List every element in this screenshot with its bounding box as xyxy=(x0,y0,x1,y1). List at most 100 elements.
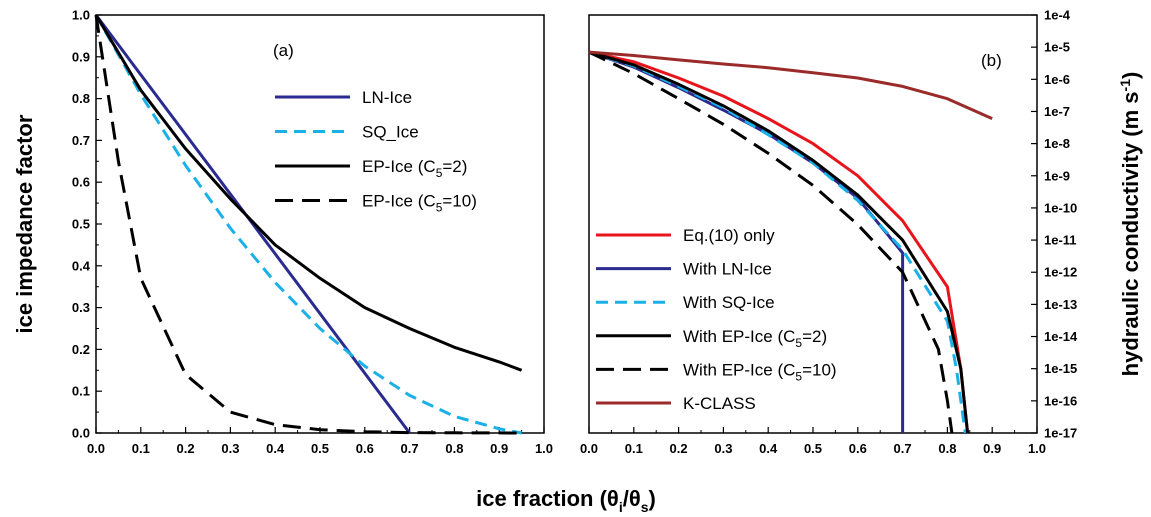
y-tick-label: 0.3 xyxy=(72,300,90,315)
x-tick-label: 0.4 xyxy=(759,441,778,456)
legend-label-tail: =2) xyxy=(442,157,467,176)
legend-label-main: With LN-Ice xyxy=(683,260,772,279)
y-tick-label: 0.8 xyxy=(72,91,90,106)
y-tick-label: 1e-9 xyxy=(1044,168,1070,183)
legend-label-tail: =10) xyxy=(802,360,837,379)
panel-b-ylabel-exponent: -1 xyxy=(1117,79,1133,92)
y-tick-label: 1e-10 xyxy=(1044,200,1077,215)
legend-label-subscript: 5 xyxy=(436,166,443,180)
legend-label-main: With EP-Ice (C xyxy=(683,360,795,379)
x-tick-label: 0.8 xyxy=(445,441,463,456)
series-line-k-class xyxy=(588,50,993,120)
y-tick-label: 0.4 xyxy=(72,258,91,273)
series-line-ep-ice-c5-10 xyxy=(94,14,522,435)
y-tick-label: 0.5 xyxy=(72,217,90,232)
series-line-with-ep-ice-c5-10 xyxy=(588,50,954,434)
x-tick-label: 0.1 xyxy=(132,441,150,456)
legend-label: With LN-Ice xyxy=(683,260,772,279)
panel-b: 0.0 0.1 0.2 0.3 0.4 0.5 0.6 0.7 0.8 0.9 1.0 1e-171… xyxy=(580,8,1143,457)
panel-a-series xyxy=(94,14,523,435)
x-tick-label: 1.0 xyxy=(1028,441,1046,456)
x-tick-label: 0.0 xyxy=(87,441,105,456)
x-tick-label: 0.6 xyxy=(849,441,867,456)
y-tick-label: 0.7 xyxy=(72,133,90,148)
y-tick-label: 1e-16 xyxy=(1044,393,1077,408)
panel-b-ylabel: hydraulic conductivity (m s-1) xyxy=(1117,72,1143,377)
x-tick-label: 0.8 xyxy=(938,441,956,456)
x-axis-title: ice fraction (θi/θs) xyxy=(476,486,656,515)
y-tick-label: 1e-8 xyxy=(1044,136,1070,151)
panel-b-y-ticks: 1e-17 1e-16 1e-15 1e-14 1e-13 1e-12 1e-11 1e-10… xyxy=(1031,8,1078,441)
series-line-ep-ice-c5-2 xyxy=(94,14,523,372)
series-line-sq-ice xyxy=(94,14,522,435)
y-tick-label: 0.6 xyxy=(72,175,90,190)
y-tick-label: 1e-15 xyxy=(1044,361,1077,376)
y-tick-label: 0.0 xyxy=(72,426,90,441)
legend-label-tail: =10) xyxy=(442,192,477,211)
series-line-eq-10-only xyxy=(588,50,970,434)
legend-label: With EP-Ice (C5=2) xyxy=(683,327,827,350)
legend-label-main: K-CLASS xyxy=(683,394,756,413)
legend-label-subscript: 5 xyxy=(795,369,802,383)
y-tick-label: 1e-11 xyxy=(1044,233,1077,248)
legend-label: EP-Ice (C5=10) xyxy=(362,192,477,215)
y-tick-label: 1e-14 xyxy=(1044,329,1078,344)
y-tick-label: 1e-5 xyxy=(1044,40,1070,55)
panel-b-series xyxy=(588,50,993,434)
y-tick-label: 1e-6 xyxy=(1044,72,1070,87)
series-line-with-sq-ice xyxy=(588,50,967,434)
y-tick-label: 1.0 xyxy=(72,8,90,23)
legend-label: Eq.(10) only xyxy=(683,226,775,245)
panel-a-label: (a) xyxy=(273,41,294,60)
legend-label: SQ_Ice xyxy=(362,123,419,142)
x-tick-label: 0.9 xyxy=(490,441,508,456)
x-tick-label: 0.4 xyxy=(266,441,285,456)
x-tick-label: 0.3 xyxy=(221,441,239,456)
legend-label-subscript: 5 xyxy=(795,336,802,350)
y-tick-label: 0.9 xyxy=(72,49,90,64)
panel-b-x-ticks: 0.0 0.1 0.2 0.3 0.4 0.5 0.6 0.7 0.8 0.9 1.0 xyxy=(580,427,1046,456)
x-tick-label: 0.1 xyxy=(625,441,643,456)
x-tick-label: 0.2 xyxy=(177,441,195,456)
y-tick-label: 0.2 xyxy=(72,342,90,357)
legend-label-main: SQ_Ice xyxy=(362,123,419,142)
x-tick-label: 0.3 xyxy=(714,441,732,456)
panel-a: 0.0 0.1 0.2 0.3 0.4 0.5 0.6 0.7 0.8 0.9 1.0 0.0 0.1… xyxy=(12,8,553,457)
legend-label-main: Eq.(10) only xyxy=(683,226,775,245)
legend-label-main: EP-Ice (C xyxy=(362,192,436,211)
legend-label-tail: =2) xyxy=(802,327,827,346)
x-axis-title-main: ice fraction (θ xyxy=(476,486,619,511)
panel-b-ylabel-main: hydraulic conductivity (m s xyxy=(1118,91,1143,376)
x-axis-title-sub-s: s xyxy=(641,499,649,515)
y-tick-label: 1e-13 xyxy=(1044,297,1077,312)
legend-label-main: With EP-Ice (C xyxy=(683,327,795,346)
x-axis-title-sub-i: i xyxy=(619,499,623,515)
x-tick-label: 0.6 xyxy=(356,441,374,456)
panel-b-legend: Eq.(10) only With LN-Ice With SQ-Ice With E… xyxy=(596,226,837,413)
legend-label: K-CLASS xyxy=(683,394,756,413)
x-axis-title-slash: /θ xyxy=(623,486,641,511)
x-tick-label: 0.5 xyxy=(804,441,822,456)
legend-label: With SQ-Ice xyxy=(683,293,775,312)
x-tick-label: 0.9 xyxy=(983,441,1001,456)
legend-label-main: EP-Ice (C xyxy=(362,157,436,176)
y-tick-label: 1e-4 xyxy=(1044,8,1071,23)
legend-label: With EP-Ice (C5=10) xyxy=(683,360,837,383)
legend-label-main: LN-Ice xyxy=(362,88,412,107)
panel-b-label: (b) xyxy=(981,51,1002,70)
x-tick-label: 1.0 xyxy=(535,441,553,456)
panel-a-y-ticks: 0.0 0.1 0.2 0.3 0.4 0.5 0.6 0.7 0.8 0.9 1.0 xyxy=(72,8,102,441)
series-line-with-ep-ice-c5-2 xyxy=(588,50,970,434)
y-tick-label: 0.1 xyxy=(72,384,90,399)
legend-label-main: With SQ-Ice xyxy=(683,293,775,312)
y-tick-label: 1e-17 xyxy=(1044,426,1077,441)
panel-a-ylabel: ice impedance factor xyxy=(12,114,37,333)
legend-label: LN-Ice xyxy=(362,88,412,107)
y-tick-label: 1e-7 xyxy=(1044,104,1070,119)
x-tick-label: 0.0 xyxy=(580,441,598,456)
legend-label: EP-Ice (C5=2) xyxy=(362,157,467,180)
panel-a-x-ticks: 0.0 0.1 0.2 0.3 0.4 0.5 0.6 0.7 0.8 0.9 1.0 xyxy=(87,427,553,456)
x-tick-label: 0.7 xyxy=(401,441,419,456)
panel-a-frame xyxy=(95,14,545,434)
x-tick-label: 0.7 xyxy=(894,441,912,456)
